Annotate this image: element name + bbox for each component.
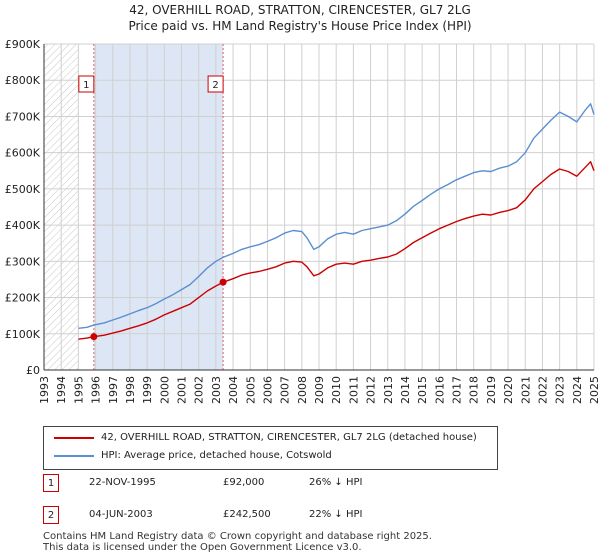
legend-swatch-property: [54, 437, 94, 439]
sale-label: 2: [212, 80, 218, 91]
legend: 42, OVERHILL ROAD, STRATTON, CIRENCESTER…: [43, 426, 498, 470]
x-tick-label: 2020: [502, 376, 515, 404]
x-tick-label: 2003: [210, 376, 223, 404]
x-tick-label: 2021: [519, 376, 532, 404]
y-tick-label: £500K: [5, 183, 41, 196]
x-tick-label: 2023: [554, 376, 567, 404]
x-tick-label: 2005: [244, 376, 257, 404]
x-tick-label: 2024: [571, 376, 584, 404]
chart-title: 42, OVERHILL ROAD, STRATTON, CIRENCESTER…: [129, 3, 471, 17]
x-tick-label: 2012: [365, 376, 378, 404]
x-tick-label: 2014: [399, 376, 412, 404]
x-tick-label: 1997: [107, 376, 120, 404]
chart-subtitle: Price paid vs. HM Land Registry's House …: [128, 19, 472, 33]
y-tick-label: £200K: [5, 292, 41, 305]
property-series-line: [78, 160, 595, 340]
x-tick-label: 2022: [536, 376, 549, 404]
y-tick-label: £700K: [5, 110, 41, 123]
x-tick-label: 1994: [55, 376, 68, 404]
x-tick-label: 2009: [313, 376, 326, 404]
x-tick-label: 1999: [141, 376, 154, 404]
y-tick-label: £800K: [5, 74, 41, 87]
footer: Contains HM Land Registry data © Crown c…: [43, 531, 432, 553]
x-tick-label: 2006: [261, 376, 274, 404]
footer-copyright: Contains HM Land Registry data © Crown c…: [43, 531, 432, 542]
y-tick-label: £900K: [5, 38, 41, 51]
footer-licence: This data is licensed under the Open Gov…: [43, 542, 362, 553]
x-tick-label: 1996: [90, 376, 103, 404]
sale-label-box: [207, 75, 224, 93]
x-tick-label: 1993: [38, 376, 51, 404]
y-tick-label: £0: [26, 364, 40, 377]
sale-hpi-diff: 22% ↓ HPI: [309, 509, 363, 520]
sale-price: £92,000: [223, 477, 265, 488]
x-tick-label: 2008: [296, 376, 309, 404]
x-tick-label: 2011: [347, 376, 360, 404]
price-chart: 1 2 £0 £100K £200K £300K £400K £500K £600K £700K £…: [5, 38, 600, 404]
sale-point: [219, 278, 227, 286]
y-tick-label: £100K: [5, 328, 41, 341]
x-tick-label: 2013: [382, 376, 395, 404]
x-tick-label: 2016: [433, 376, 446, 404]
sale-date: 04-JUN-2003: [89, 509, 153, 520]
x-tick-label: 1995: [72, 376, 85, 404]
x-tick-label: 2007: [279, 376, 292, 404]
legend-label-property: 42, OVERHILL ROAD, STRATTON, CIRENCESTER…: [101, 432, 477, 443]
x-tick-label: 2000: [158, 376, 171, 404]
legend-label-hpi: HPI: Average price, detached house, Cots…: [101, 450, 332, 461]
x-tick-label: 2018: [468, 376, 481, 404]
y-tick-label: £600K: [5, 147, 41, 160]
x-tick-label: 2010: [330, 376, 343, 404]
sale-marker-badge: 2: [43, 506, 59, 524]
x-tick-label: 2002: [193, 376, 206, 404]
x-tick-label: 2001: [176, 376, 189, 404]
x-tick-label: 2004: [227, 376, 240, 404]
x-tick-label: 1998: [124, 376, 137, 404]
legend-swatch-hpi: [54, 455, 94, 457]
x-tick-label: 2015: [416, 376, 429, 404]
sale-point: [90, 333, 98, 341]
hpi-series-line: [78, 103, 595, 329]
y-tick-label: £400K: [5, 219, 41, 232]
sale-label-box: [78, 75, 95, 93]
sale-marker-badge: 1: [43, 474, 59, 492]
y-tick-label: £300K: [5, 255, 41, 268]
x-tick-label: 2017: [451, 376, 464, 404]
sale-date: 22-NOV-1995: [89, 477, 156, 488]
sale-hpi-diff: 26% ↓ HPI: [309, 477, 363, 488]
x-tick-label: 2025: [588, 376, 600, 404]
sale-label: 1: [83, 80, 89, 91]
shaded-region: [93, 44, 224, 370]
sale-price: £242,500: [223, 509, 271, 520]
x-tick-label: 2019: [485, 376, 498, 404]
